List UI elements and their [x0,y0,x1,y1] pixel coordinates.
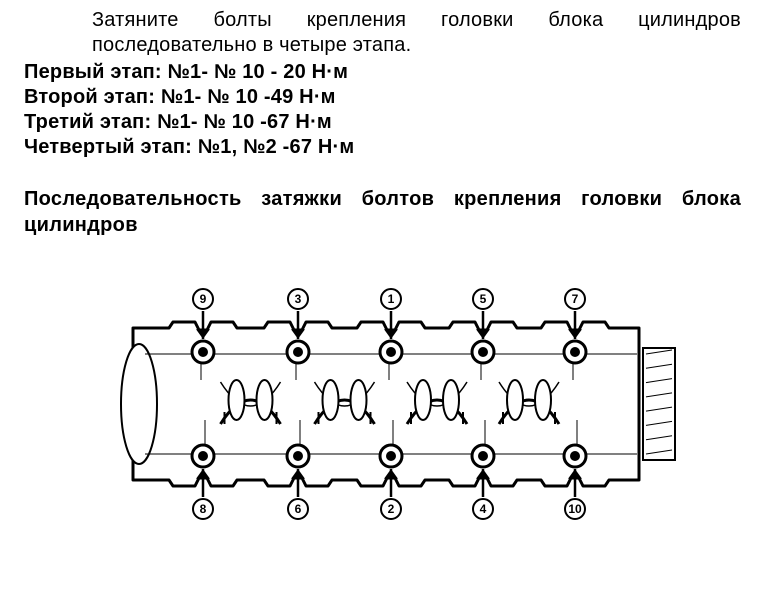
stage-3-label: Третий этап: [24,111,151,133]
stage-4: Четвертый этап: №1, №2 -67 Н·м [24,135,741,160]
bolt-label-text-bot-6: 6 [294,502,301,516]
stages-block: Первый этап: №1- № 10 - 20 Н·м Второй эт… [24,60,741,160]
bolt-label-text-top-7: 7 [571,292,578,306]
bolt-label-text-top-3: 3 [294,292,301,306]
diagram-container: 9 3 1 5 7 8 6 2 4 10 [24,252,741,532]
stage-1: Первый этап: №1- № 10 - 20 Н·м [24,60,741,85]
stage-1-spec: №1- № 10 - 20 Н·м [168,61,349,83]
stage-4-spec: №1, №2 -67 Н·м [198,136,355,158]
bolt-label-text-top-5: 5 [479,292,486,306]
stage-3-spec: №1- № 10 -67 Н·м [157,111,332,133]
stage-4-label: Четвертый этап: [24,136,192,158]
bolt-label-text-bot-10: 10 [568,502,582,516]
left-end-cap [121,344,157,464]
stage-1-label: Первый этап: [24,61,162,83]
bolt-label-text-top-1: 1 [387,292,394,306]
stage-3: Третий этап: №1- № 10 -67 Н·м [24,110,741,135]
bolt-label-text-bot-2: 2 [387,502,394,516]
sequence-heading: Последовательность затяжки болтов крепле… [24,186,741,238]
bolt-label-text-top-9: 9 [199,292,206,306]
bolt-label-text-bot-8: 8 [199,502,206,516]
stage-2-spec: №1- № 10 -49 Н·м [161,86,336,108]
stage-2: Второй этап: №1- № 10 -49 Н·м [24,85,741,110]
page-root: Затяните болты крепления головки блока ц… [0,0,765,532]
intro-text: Затяните болты крепления головки блока ц… [24,8,741,58]
cylinder-head-diagram: 9 3 1 5 7 8 6 2 4 10 [83,252,683,532]
bolt-label-text-bot-4: 4 [479,502,486,516]
stage-2-label: Второй этап: [24,86,155,108]
